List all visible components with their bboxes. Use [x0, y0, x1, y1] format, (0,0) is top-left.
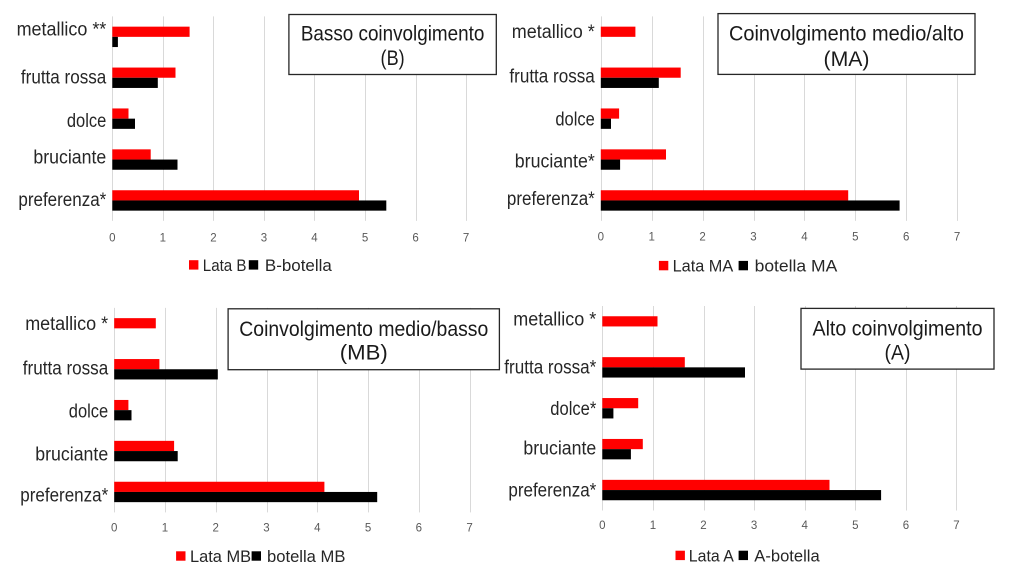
svg-text:metallico **: metallico **: [17, 20, 107, 41]
svg-text:5: 5: [852, 520, 858, 532]
svg-text:6: 6: [903, 232, 909, 244]
svg-text:4: 4: [801, 520, 808, 532]
svg-text:(MA): (MA): [824, 47, 870, 71]
svg-text:7: 7: [953, 520, 959, 532]
svg-text:1: 1: [650, 520, 656, 532]
svg-text:1: 1: [162, 523, 168, 535]
svg-text:0: 0: [109, 232, 115, 244]
svg-text:6: 6: [412, 232, 418, 244]
svg-text:Alto coinvolgimento: Alto coinvolgimento: [813, 316, 983, 340]
svg-text:5: 5: [362, 232, 368, 244]
svg-text:dolce: dolce: [555, 110, 594, 131]
svg-text:2: 2: [700, 520, 706, 532]
svg-text:2: 2: [210, 232, 216, 244]
svg-text:3: 3: [263, 523, 269, 535]
svg-text:Lata MB: Lata MB: [190, 547, 251, 566]
svg-text:2: 2: [212, 523, 218, 535]
svg-text:Basso coinvolgimento: Basso coinvolgimento: [301, 22, 485, 46]
svg-text:(B): (B): [381, 46, 405, 70]
svg-text:3: 3: [261, 232, 267, 244]
svg-text:(MB): (MB): [340, 340, 388, 364]
svg-text:Lata MA: Lata MA: [673, 257, 734, 276]
svg-text:Coinvolgimento medio/alto: Coinvolgimento medio/alto: [729, 22, 964, 46]
svg-text:bruciante: bruciante: [523, 439, 596, 460]
svg-text:bruciante: bruciante: [33, 147, 106, 168]
svg-text:preferenza*: preferenza*: [508, 481, 596, 502]
svg-text:5: 5: [365, 523, 371, 535]
svg-text:2: 2: [699, 232, 705, 244]
svg-text:5: 5: [852, 232, 858, 244]
svg-text:0: 0: [599, 520, 605, 532]
svg-text:1: 1: [648, 232, 654, 244]
svg-text:dolce*: dolce*: [550, 399, 597, 420]
svg-text:frutta rossa: frutta rossa: [21, 67, 107, 88]
svg-text:Lata B: Lata B: [203, 256, 247, 275]
svg-text:7: 7: [954, 232, 960, 244]
svg-text:frutta rossa*: frutta rossa*: [504, 357, 597, 378]
svg-text:frutta rossa: frutta rossa: [23, 359, 109, 380]
svg-text:bruciante*: bruciante*: [515, 151, 596, 172]
svg-text:metallico *: metallico *: [25, 314, 109, 335]
svg-text:bruciante: bruciante: [35, 444, 108, 465]
svg-text:botella MA: botella MA: [755, 257, 838, 276]
svg-text:7: 7: [466, 523, 472, 535]
svg-text:7: 7: [463, 232, 469, 244]
svg-text:4: 4: [311, 232, 318, 244]
svg-text:A-botella: A-botella: [754, 547, 820, 566]
svg-text:3: 3: [750, 232, 756, 244]
svg-text:frutta rossa: frutta rossa: [509, 67, 595, 88]
svg-text:4: 4: [801, 232, 808, 244]
svg-text:preferenza*: preferenza*: [18, 190, 106, 211]
svg-text:4: 4: [314, 523, 321, 535]
svg-text:dolce: dolce: [67, 111, 106, 132]
svg-text:(A): (A): [885, 340, 911, 364]
svg-text:dolce: dolce: [69, 402, 108, 423]
svg-text:6: 6: [416, 523, 422, 535]
svg-text:metallico *: metallico *: [513, 309, 597, 330]
svg-text:metallico *: metallico *: [512, 22, 596, 43]
svg-text:0: 0: [598, 232, 604, 244]
svg-text:0: 0: [111, 523, 117, 535]
svg-text:Lata A: Lata A: [689, 547, 735, 566]
svg-text:preferenza*: preferenza*: [507, 189, 595, 210]
svg-text:Coinvolgimento medio/basso: Coinvolgimento medio/basso: [239, 317, 488, 341]
svg-text:preferenza*: preferenza*: [20, 485, 108, 506]
svg-text:botella MB: botella MB: [267, 547, 345, 566]
svg-text:6: 6: [903, 520, 909, 532]
svg-text:B-botella: B-botella: [265, 256, 332, 275]
svg-text:3: 3: [751, 520, 757, 532]
svg-text:1: 1: [160, 232, 166, 244]
